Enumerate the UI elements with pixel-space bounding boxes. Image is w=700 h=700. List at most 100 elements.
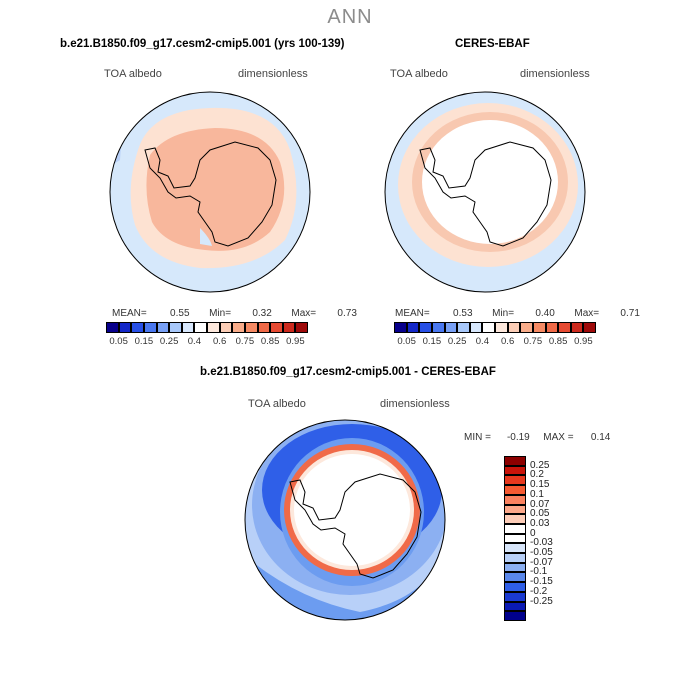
left-colorbar-swatch	[131, 322, 144, 333]
left-colorbar-swatch	[270, 322, 283, 333]
left-colorbar-tick-label: 0.25	[159, 336, 179, 347]
diff-colorbar-swatch	[504, 504, 526, 515]
diff-variable-label: TOA albedo	[248, 398, 306, 410]
left-colorbar-swatch	[295, 322, 308, 333]
right-map-border	[384, 91, 586, 293]
left-stats: MEAN= 0.55 Min= 0.32 Max= 0.73	[112, 308, 357, 319]
left-colorbar-tick-label: 0.15	[134, 336, 154, 347]
right-colorbar-swatch	[406, 322, 420, 333]
right-min-label: Min=	[492, 308, 515, 319]
left-colorbar-swatch	[118, 322, 132, 333]
diff-colorbar-swatch	[504, 572, 526, 583]
right-colorbar-tick-label: 0.85	[548, 336, 568, 347]
right-colorbar-tick-label: 0.6	[501, 336, 515, 347]
left-coastline	[144, 141, 277, 247]
right-colorbar-swatch	[444, 322, 458, 333]
right-colorbar-tick-label: 0.25	[447, 336, 467, 347]
diff-colorbar-swatch	[504, 543, 526, 554]
right-units-label: dimensionless	[520, 68, 590, 80]
diff-colorbar-tick-label: 0.15	[530, 479, 550, 491]
right-colorbar-swatch	[570, 322, 584, 333]
left-colorbar-swatch	[194, 322, 207, 333]
diff-max-label: MAX =	[543, 432, 574, 443]
left-map-border	[109, 91, 311, 293]
right-colorbar-tick-label: 0.15	[422, 336, 442, 347]
right-colorbar-swatch	[583, 322, 596, 333]
left-colorbar-swatch	[282, 322, 296, 333]
diff-colorbar-tick-label: 0.1	[530, 488, 544, 500]
right-colorbar-swatch	[507, 322, 521, 333]
right-colorbar-swatch	[545, 322, 559, 333]
diff-colorbar-tick-label: -0.15	[530, 576, 553, 588]
diff-southern-blue	[250, 560, 445, 620]
right-min-value: 0.40	[535, 308, 555, 319]
diff-colorbar-swatch	[504, 485, 526, 495]
season-title: ANN	[327, 6, 373, 28]
diff-max-value: 0.14	[590, 432, 611, 443]
right-colorbar-tick-label: 0.05	[397, 336, 416, 347]
diff-colorbar-tick-label: 0.2	[530, 469, 544, 481]
diff-colorbar-tick-label: -0.1	[530, 566, 548, 578]
diff-coastline	[289, 473, 422, 579]
right-colorbar-swatch	[482, 322, 495, 333]
right-colorbar-swatch	[495, 322, 508, 333]
left-colorbar-swatch	[143, 322, 157, 333]
diff-colorbar-tick-label: -0.2	[530, 585, 548, 597]
right-colorbar-swatch	[520, 322, 533, 333]
right-max-value: 0.71	[620, 308, 640, 319]
right-variable-label: TOA albedo	[390, 68, 448, 80]
left-colorbar-tick-label: 0.4	[187, 336, 201, 347]
left-colorbar-swatch	[207, 322, 220, 333]
diff-panel-title: b.e21.B1850.f09_g17.cesm2-cmip5.001 - CE…	[200, 366, 496, 378]
right-coastline	[419, 141, 552, 247]
left-units-label: dimensionless	[238, 68, 308, 80]
right-antarctica-white	[422, 120, 558, 244]
diff-colorbar-tick-label: 0	[530, 527, 536, 539]
left-ross-shelf	[200, 228, 212, 246]
left-variable-label: TOA albedo	[104, 68, 162, 80]
right-colorbar-tick-label: 0.75	[523, 336, 543, 347]
left-colorbar-swatch	[181, 322, 195, 333]
right-stats: MEAN= 0.53 Min= 0.40 Max= 0.71	[395, 308, 640, 319]
diff-colorbar-swatch	[504, 553, 526, 563]
diff-colorbar-swatch	[504, 591, 526, 602]
right-colorbar-swatch	[532, 322, 546, 333]
left-colorbar-swatch	[156, 322, 170, 333]
left-colorbar: 0.05 0.15 0.25 0.4 0.6 0.75 0.85 0.95	[106, 322, 308, 350]
right-colorbar-swatch	[394, 322, 407, 333]
diff-colorbar-swatch	[504, 465, 526, 476]
diff-map-field	[245, 420, 445, 620]
diff-colorbar-swatch	[504, 601, 526, 612]
right-colorbar-swatch	[419, 322, 432, 333]
right-colorbar-swatch	[558, 322, 571, 333]
right-colorbar-swatch	[457, 322, 470, 333]
right-colorbar-swatch	[469, 322, 483, 333]
diff-colorbar-swatch	[504, 494, 526, 505]
left-min-value: 0.32	[252, 308, 272, 319]
right-mean-label: MEAN=	[395, 308, 430, 319]
diff-colorbar-swatch	[504, 456, 526, 466]
diff-stats: MIN = -0.19 MAX = 0.14	[464, 432, 610, 443]
right-colorbar: 0.05 0.15 0.25 0.4 0.6 0.75 0.85 0.95	[394, 322, 596, 350]
diff-colorbar-swatch	[504, 562, 526, 573]
left-max-label: Max=	[291, 308, 317, 319]
left-min-label: Min=	[209, 308, 232, 319]
diff-antarctica-white	[294, 454, 410, 566]
left-colorbar-tick-label: 0.6	[213, 336, 227, 347]
left-colorbar-tick-label: 0.75	[235, 336, 255, 347]
diff-colorbar-swatch	[504, 582, 526, 592]
left-max-value: 0.73	[337, 308, 357, 319]
left-colorbar-swatch	[169, 322, 182, 333]
left-panel-title: b.e21.B1850.f09_g17.cesm2-cmip5.001 (yrs…	[60, 38, 345, 50]
diff-min-value: -0.19	[506, 432, 530, 443]
diff-colorbar-swatch	[504, 523, 526, 534]
left-colorbar-swatch	[232, 322, 245, 333]
diff-colorbar-tick-label: -0.03	[530, 537, 553, 549]
diff-colorbar-swatch	[504, 475, 526, 486]
right-colorbar-tick-label: 0.4	[475, 336, 489, 347]
diff-colorbar-tick-label: -0.25	[530, 595, 553, 607]
left-colorbar-swatch	[106, 322, 119, 333]
diff-colorbar-swatch	[504, 514, 526, 524]
